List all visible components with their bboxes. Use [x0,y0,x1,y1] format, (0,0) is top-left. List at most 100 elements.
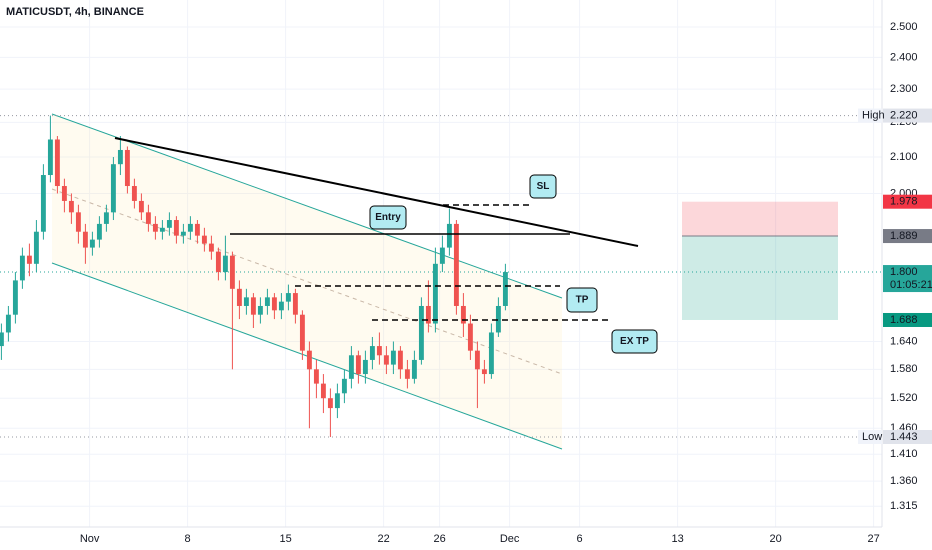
x-tick-label: 22 [377,533,389,545]
candle-body [33,231,39,264]
candle-body [264,297,270,306]
candle-body [383,355,389,365]
candle-body [320,383,326,399]
chart-title: MATICUSDT, 4h, BINANCE [6,6,144,18]
candle-body [481,369,487,375]
candle-body [0,332,4,347]
candle-body [327,398,333,409]
candle-body [110,164,116,213]
callout-label: SL [537,181,550,192]
candle-body [495,305,501,333]
y-tick-label: 1.410 [890,448,918,460]
candle-body [460,305,466,324]
candle-body [257,305,263,315]
candle-body [47,139,53,176]
candle-body [19,255,25,281]
candle-body [131,186,137,201]
candle-body [201,235,207,244]
candle-body [208,243,214,252]
candles [0,115,508,437]
candle-body [278,301,284,311]
candle-body [12,280,18,315]
candle-body [173,220,179,236]
price-badge-label: 1.688 [890,314,918,326]
price-badge [883,229,932,244]
candle-body [376,346,382,356]
candle-body [362,359,368,375]
y-tick-label: 1.520 [890,392,918,404]
candle-body [54,139,60,187]
y-tick-label: 1.580 [890,363,918,375]
x-tick-label: Nov [80,533,100,545]
channel-mid [51,188,563,375]
candle-body [243,297,249,306]
candle-body [411,359,417,379]
candle-body [271,297,277,311]
candle-body [194,223,200,236]
candle-body [404,369,410,379]
price-badge-label: 1.889 [890,230,918,242]
candle-body [306,350,312,370]
candle-body [166,220,172,228]
candle-body [250,297,256,315]
price-badge [883,429,932,444]
candle-body [180,231,186,236]
candle-body [75,212,81,232]
y-tick-label: 2.400 [890,51,918,63]
x-tick-label: 27 [867,533,879,545]
candle-body [390,350,396,365]
candle-body [334,393,340,409]
y-tick-label: 2.100 [890,151,918,163]
price-badge-label: 2.220 [890,109,918,121]
candle-body [425,305,431,324]
price-badge-label: 1.978 [890,196,918,208]
x-tick-label: Dec [500,533,520,545]
x-tick-label: 26 [433,533,445,545]
x-tick-label: 20 [769,533,781,545]
candle-body [474,350,480,370]
callout-label: EX TP [620,336,649,347]
callout-box [529,174,557,199]
candle-body [369,346,375,360]
candle-body [5,314,11,333]
candle-body [502,272,508,306]
candle-body [40,175,46,232]
price-badge-label: 1.443 [890,431,918,443]
y-tick-label: 2.300 [890,83,918,95]
candle-body [103,212,109,224]
level-lines [0,115,882,438]
y-tick-label: 1.360 [890,475,918,487]
level-name: Low [862,431,882,443]
level-name: High [862,109,885,121]
candle-body [229,255,235,289]
countdown: 01:05:21 [890,279,932,291]
callout-box [566,287,598,313]
channel-upper [51,113,563,299]
price-badge [883,312,932,327]
price-badge [883,265,932,293]
position-box [682,201,838,320]
candle-body [82,231,88,248]
candle-body [138,200,144,213]
candle-body [222,255,228,273]
price-badge [883,108,932,123]
candle-body [348,355,354,379]
candle-body [285,293,291,302]
level-name-bg [858,108,882,123]
y-tick-label: 1.315 [890,500,918,512]
x-tick-label: 13 [671,533,683,545]
y-tick-label: 1.640 [890,335,918,347]
candle-body [159,227,165,232]
candle-body [145,212,151,224]
candle-body [236,288,242,306]
x-tick-label: 6 [577,533,583,545]
candle-body [292,293,298,315]
level-name-bg [858,429,882,444]
candle-body [313,369,319,384]
y-tick-label: 2.500 [890,21,918,33]
candle-body [453,223,459,306]
trend-line [114,137,639,247]
